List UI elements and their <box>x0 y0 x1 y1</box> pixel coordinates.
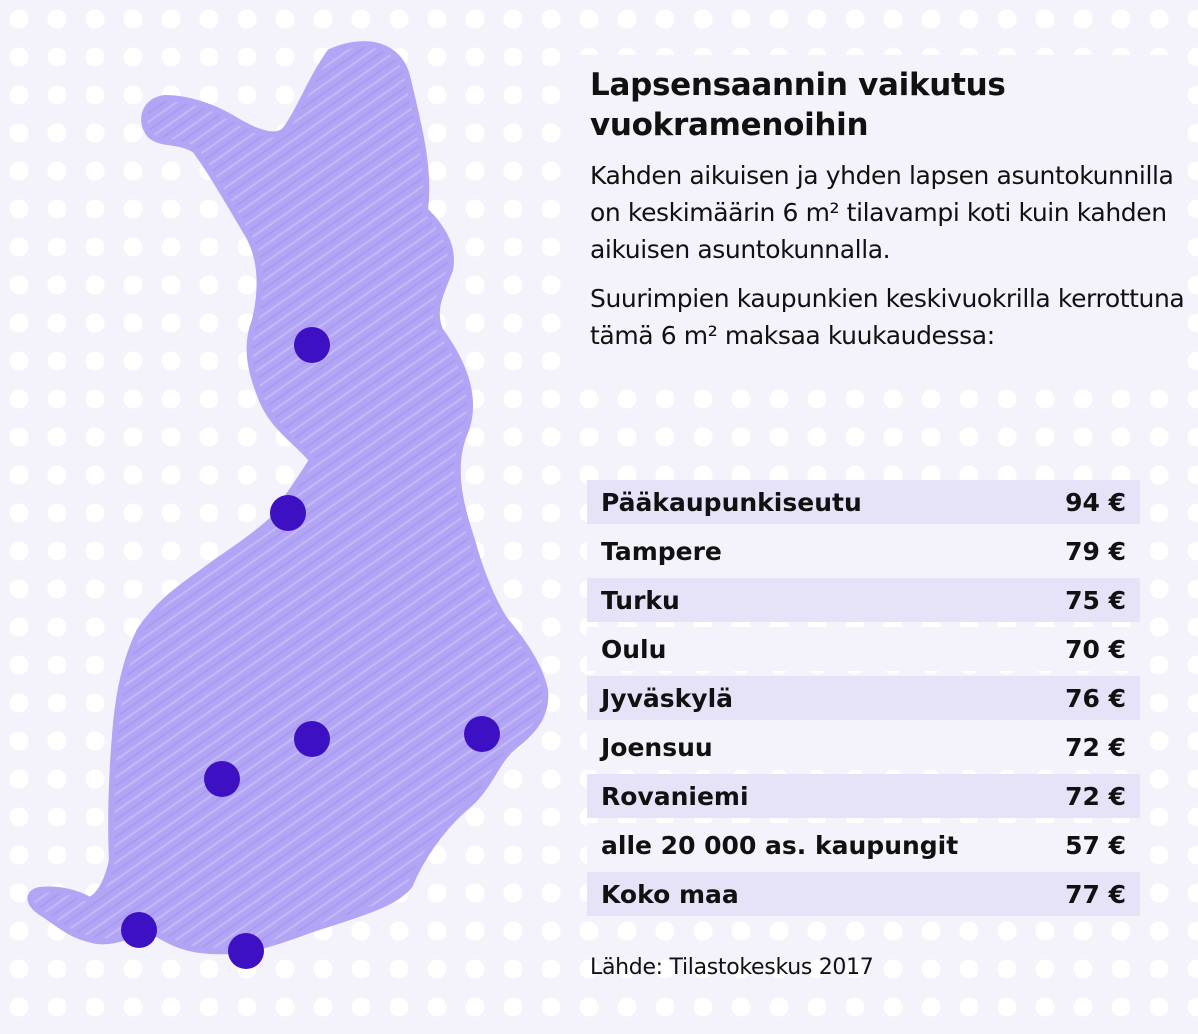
cost-value: 57 € <box>1036 823 1140 867</box>
finland-map <box>27 41 549 969</box>
explanation-paragraph: Suurimpien kaupunkien keskivuokrilla ker… <box>590 284 1185 350</box>
source-note: Lähde: Tilastokeskus 2017 <box>590 955 874 980</box>
table-row: Turku 75 € <box>587 578 1140 622</box>
intro-paragraph: Kahden aikuisen ja yhden lapsen asuntoku… <box>590 161 1174 264</box>
place-name: Turku <box>587 578 1037 622</box>
cost-table: Pääkaupunkiseutu 94 € Tampere 79 € Turku… <box>587 475 1140 921</box>
city-marker-rovaniemi <box>294 327 330 363</box>
place-name: Rovaniemi <box>587 774 1037 818</box>
table-row: alle 20 000 as. kaupungit 57 € <box>587 823 1140 867</box>
city-marker-jyvaskyla <box>294 721 330 757</box>
city-marker-turku <box>121 912 157 948</box>
cost-value: 76 € <box>1036 676 1140 720</box>
table-row: Rovaniemi 72 € <box>587 774 1140 818</box>
cost-value: 79 € <box>1036 529 1140 573</box>
place-name: Pääkaupunkiseutu <box>587 480 1037 524</box>
table-row: Koko maa 77 € <box>587 872 1140 916</box>
city-marker-oulu <box>270 495 306 531</box>
place-name: Joensuu <box>587 725 1037 769</box>
table-row: Oulu 70 € <box>587 627 1140 671</box>
table-row: Pääkaupunkiseutu 94 € <box>587 480 1140 524</box>
cost-value: 72 € <box>1036 725 1140 769</box>
table-row: Jyväskylä 76 € <box>587 676 1140 720</box>
cost-value: 75 € <box>1036 578 1140 622</box>
table-row: Tampere 79 € <box>587 529 1140 573</box>
cost-value: 70 € <box>1036 627 1140 671</box>
page-title: Lapsensaannin vaikutus vuokramenoihin <box>590 67 1006 143</box>
place-name: Koko maa <box>587 872 1037 916</box>
place-name: Jyväskylä <box>587 676 1037 720</box>
info-panel: Lapsensaannin vaikutus vuokramenoihin Ka… <box>575 55 1185 376</box>
place-name: alle 20 000 as. kaupungit <box>587 823 1037 867</box>
city-marker-helsinki <box>228 933 264 969</box>
table-row: Joensuu 72 € <box>587 725 1140 769</box>
city-marker-joensuu <box>464 716 500 752</box>
cost-value: 72 € <box>1036 774 1140 818</box>
cost-value: 77 € <box>1036 872 1140 916</box>
place-name: Oulu <box>587 627 1037 671</box>
cost-value: 94 € <box>1036 480 1140 524</box>
place-name: Tampere <box>587 529 1037 573</box>
city-marker-tampere <box>204 761 240 797</box>
